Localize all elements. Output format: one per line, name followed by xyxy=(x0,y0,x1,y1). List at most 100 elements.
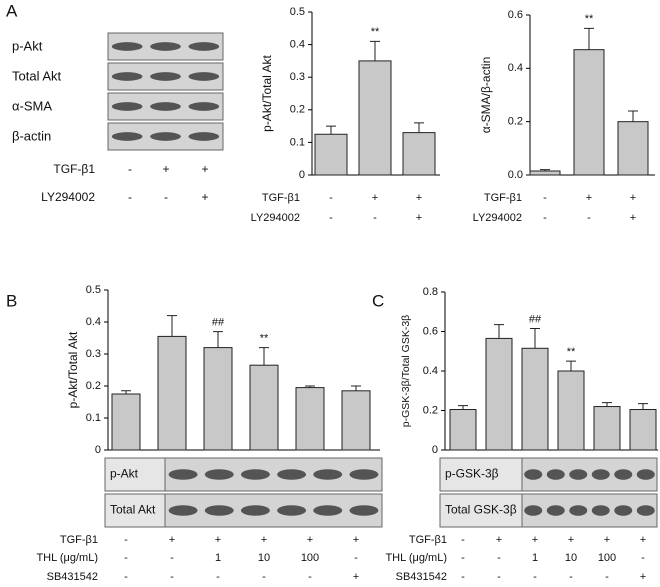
bar xyxy=(449,409,477,451)
condition-value: - xyxy=(124,552,128,564)
condition-value: - xyxy=(128,190,132,204)
blot-band xyxy=(591,505,610,516)
condition-value: - xyxy=(587,212,591,224)
blot-label-box xyxy=(439,493,523,528)
condition-label: LY294002 xyxy=(41,190,95,204)
blot-label-box xyxy=(439,457,523,492)
condition-value: - xyxy=(533,571,537,583)
error-bar xyxy=(566,360,576,371)
condition-value: + xyxy=(568,534,574,546)
blot-band xyxy=(591,469,610,480)
blot-band xyxy=(168,505,198,516)
condition-value: + xyxy=(640,571,646,583)
bar xyxy=(249,364,279,451)
condition-label: TGF-β1 xyxy=(409,534,447,546)
error-bar xyxy=(121,390,131,394)
error-bar xyxy=(540,169,550,171)
error-bar xyxy=(414,122,424,133)
bar xyxy=(485,337,513,451)
condition-value: - xyxy=(373,212,377,224)
condition-value: + xyxy=(416,192,422,204)
blot-label: α-SMA xyxy=(12,98,52,113)
y-tick-label: 0 xyxy=(299,169,305,181)
condition-value: - xyxy=(641,552,645,564)
blot-band xyxy=(188,42,220,51)
blot-band xyxy=(111,132,143,141)
y-axis-label: p-Akt/Total Akt xyxy=(260,54,274,131)
error-bar xyxy=(351,385,361,391)
error-bar xyxy=(530,328,540,349)
y-tick-label: 0.4 xyxy=(86,316,101,328)
error-bar xyxy=(602,402,612,407)
y-tick-label: 0.8 xyxy=(423,286,438,298)
condition-value: + xyxy=(532,534,538,546)
bar xyxy=(521,347,549,451)
y-tick-label: 0.4 xyxy=(508,62,523,74)
bar xyxy=(314,133,348,176)
blot-band xyxy=(111,42,143,51)
blot-band xyxy=(277,469,307,480)
blot-band xyxy=(188,102,220,111)
condition-value: - xyxy=(170,552,174,564)
bar xyxy=(111,393,141,451)
blot-band xyxy=(313,505,343,516)
error-bar xyxy=(213,331,223,348)
condition-label: THL (μg/mL) xyxy=(36,552,98,564)
condition-value: - xyxy=(543,192,547,204)
condition-value: - xyxy=(124,534,128,546)
significance: ** xyxy=(567,346,576,358)
condition-value: 10 xyxy=(258,552,270,564)
y-tick-label: 0.0 xyxy=(508,169,523,181)
condition-value: + xyxy=(162,162,169,176)
panel-label: B xyxy=(6,291,17,310)
condition-value: - xyxy=(329,192,333,204)
condition-value: + xyxy=(169,534,175,546)
y-tick-label: 0.6 xyxy=(508,9,523,21)
condition-label: TGF-β1 xyxy=(60,534,98,546)
blot-label: p-GSK-3β xyxy=(445,467,499,481)
blot-band xyxy=(524,505,543,516)
condition-value: - xyxy=(216,571,220,583)
condition-value: + xyxy=(640,534,646,546)
y-tick-label: 0.5 xyxy=(290,6,305,18)
blot-label: β-actin xyxy=(12,128,51,143)
error-bar xyxy=(638,403,648,410)
y-tick-label: 0.2 xyxy=(290,104,305,116)
condition-value: - xyxy=(461,552,465,564)
bar xyxy=(529,170,561,176)
blot-band xyxy=(111,102,143,111)
bar xyxy=(573,49,605,176)
condition-value: + xyxy=(630,192,636,204)
error-bar xyxy=(259,347,269,366)
condition-label: SB431542 xyxy=(396,571,447,583)
bar xyxy=(203,347,233,451)
error-bar xyxy=(628,110,638,122)
y-tick-label: 0.4 xyxy=(423,365,438,377)
y-tick-label: 0.2 xyxy=(86,380,101,392)
y-tick-label: 0.1 xyxy=(290,136,305,148)
y-tick-label: 0.1 xyxy=(86,412,101,424)
condition-value: + xyxy=(353,571,359,583)
y-tick-label: 0 xyxy=(95,444,101,456)
blot-band xyxy=(614,505,633,516)
condition-value: - xyxy=(329,212,333,224)
bar xyxy=(593,406,621,451)
error-bar xyxy=(584,27,594,50)
blot-strip xyxy=(521,457,658,492)
bar xyxy=(295,387,325,451)
bar xyxy=(358,60,392,176)
condition-value: - xyxy=(543,212,547,224)
condition-value: - xyxy=(605,571,609,583)
panel-label: A xyxy=(6,1,18,20)
condition-value: 100 xyxy=(301,552,319,564)
condition-value: + xyxy=(496,534,502,546)
blot-band xyxy=(240,505,270,516)
condition-value: + xyxy=(416,212,422,224)
condition-value: + xyxy=(372,192,378,204)
blot-strip xyxy=(164,493,383,528)
condition-value: - xyxy=(461,571,465,583)
condition-value: + xyxy=(586,192,592,204)
error-bar xyxy=(305,385,315,388)
blot-band xyxy=(614,469,633,480)
